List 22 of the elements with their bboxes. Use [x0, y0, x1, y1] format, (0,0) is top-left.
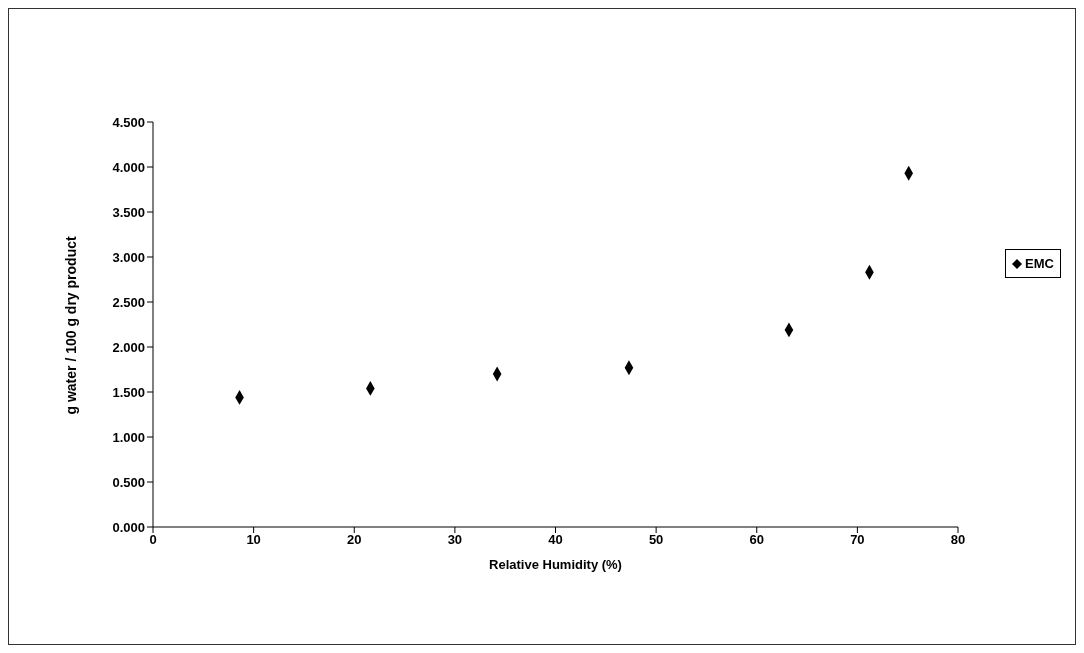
- x-tick-label: 80: [950, 532, 966, 548]
- legend-label: EMC: [1025, 256, 1054, 271]
- y-tick-label: 0.000: [112, 519, 145, 535]
- y-tick-label: 1.000: [112, 429, 145, 445]
- x-tick-label: 0: [149, 532, 157, 548]
- x-tick-label: 50: [648, 532, 664, 548]
- y-tick-label: 3.500: [112, 204, 145, 220]
- y-tick-label: 1.500: [112, 384, 145, 400]
- y-tick-label: 0.500: [112, 474, 145, 490]
- x-tick-label: 10: [246, 532, 261, 548]
- x-tick-label: 40: [548, 532, 563, 548]
- x-tick-label: 70: [850, 532, 865, 548]
- x-tick-label: 20: [347, 532, 362, 548]
- y-tick-label: 4.500: [112, 114, 145, 130]
- x-tick-label: 30: [447, 532, 463, 548]
- x-axis-title: Relative Humidity (%): [489, 557, 622, 572]
- y-tick-label: 2.500: [112, 294, 145, 310]
- y-axis-title: g water / 100 g dry product: [62, 236, 79, 415]
- y-tick-label: 3.000: [112, 249, 145, 265]
- x-tick-label: 60: [749, 532, 764, 548]
- y-tick-label: 2.000: [112, 339, 145, 355]
- y-tick-label: 4.000: [112, 159, 145, 175]
